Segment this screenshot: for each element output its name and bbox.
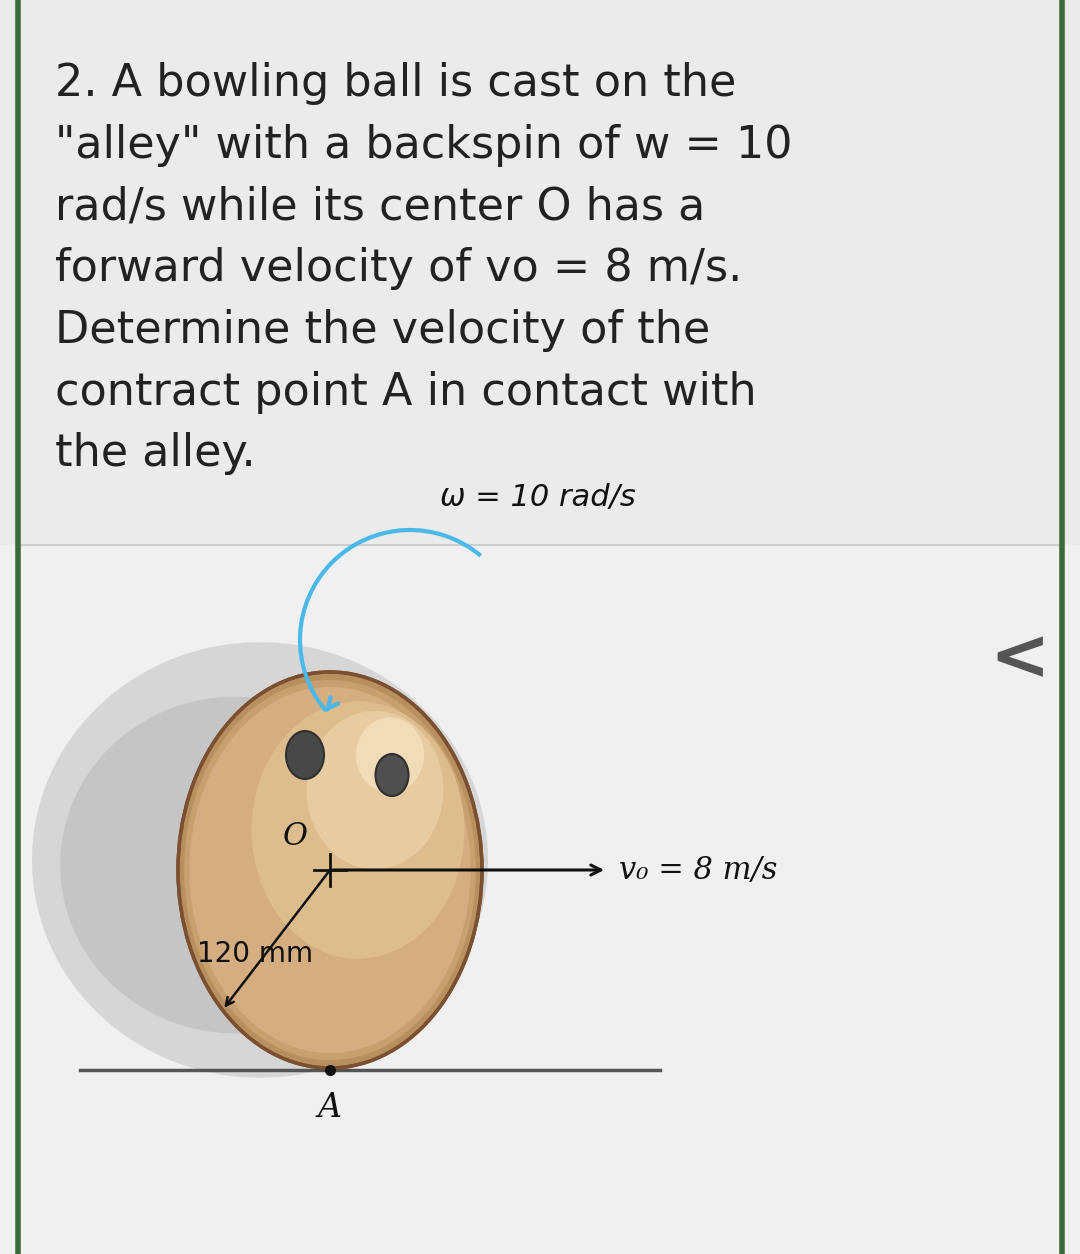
Ellipse shape bbox=[307, 711, 444, 869]
Text: 2. A bowling ball is cast on the
"alley" with a backspin of w = 10
rad/s while i: 2. A bowling ball is cast on the "alley"… bbox=[55, 61, 793, 475]
Ellipse shape bbox=[32, 642, 488, 1077]
Bar bbox=[0, 0, 1080, 545]
Ellipse shape bbox=[178, 672, 482, 1068]
Text: 120 mm: 120 mm bbox=[197, 940, 313, 968]
Text: A: A bbox=[318, 1092, 342, 1124]
Ellipse shape bbox=[60, 697, 409, 1033]
Bar bbox=[0, 545, 1080, 1254]
Ellipse shape bbox=[184, 680, 476, 1060]
Ellipse shape bbox=[286, 731, 324, 779]
Ellipse shape bbox=[355, 717, 424, 793]
Text: O: O bbox=[283, 821, 308, 851]
Text: ω = 10 rad/s: ω = 10 rad/s bbox=[440, 483, 636, 512]
Ellipse shape bbox=[189, 687, 471, 1053]
Ellipse shape bbox=[252, 701, 464, 959]
Ellipse shape bbox=[376, 754, 408, 796]
Text: v₀ = 8 m/s: v₀ = 8 m/s bbox=[619, 854, 778, 885]
Text: <: < bbox=[989, 626, 1050, 695]
